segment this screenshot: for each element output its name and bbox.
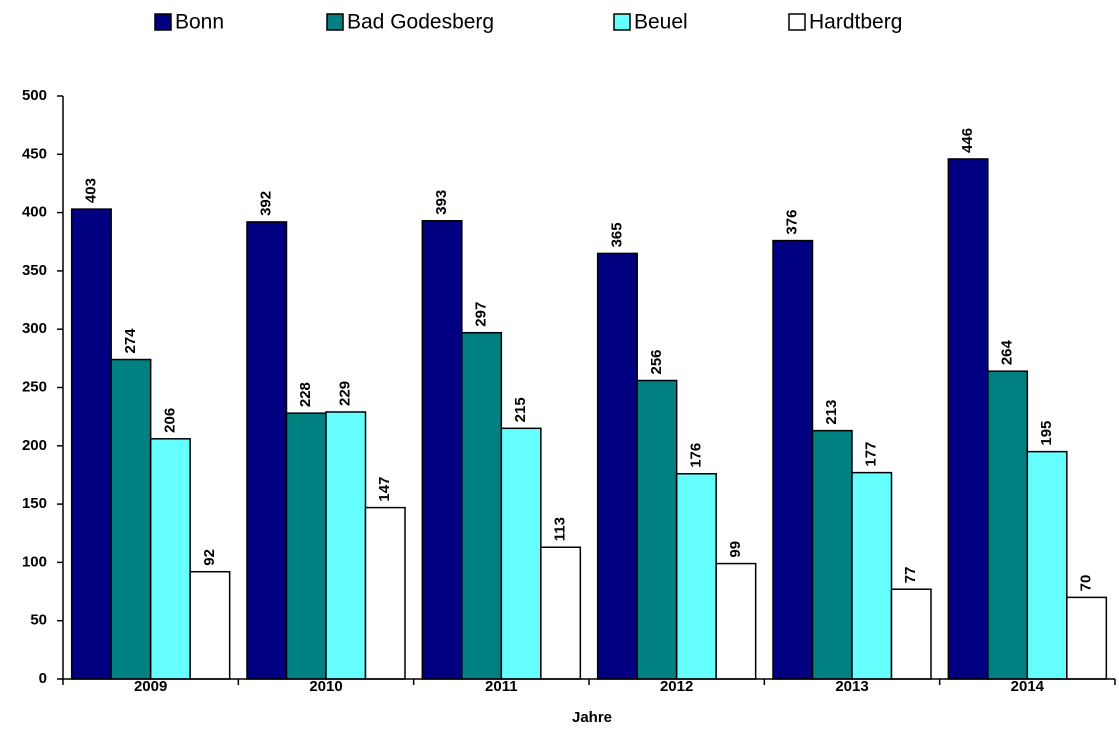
bar [851,471,893,680]
value-label: 206 [161,408,178,433]
legend-swatch [613,13,631,31]
y-tick-label: 350 [22,262,47,279]
value-label: 177 [863,442,880,467]
value-label: 113 [552,517,569,541]
bar [636,379,678,680]
value-label: 229 [337,381,354,406]
value-label: 403 [82,178,99,203]
bar [1066,596,1108,680]
value-label: 274 [122,328,139,354]
value-label: 376 [784,210,801,235]
legend-label: Bonn [175,11,224,34]
bar [246,221,288,680]
x-axis-label: Jahre [572,709,612,726]
legend-label: Beuel [634,11,688,34]
bar [811,429,853,680]
x-tick-label: 2013 [835,678,868,695]
legend-label: Hardtberg [809,11,902,34]
bar [715,562,757,680]
bar [540,546,582,680]
bar [364,506,406,680]
value-label: 256 [648,349,665,374]
bar [70,208,112,680]
y-tick-label: 400 [22,204,47,221]
x-tick-label: 2010 [309,678,342,695]
bar [421,220,463,680]
bar [461,331,503,680]
legend-swatch [788,13,806,31]
value-label: 264 [999,339,1016,365]
bar [500,427,542,680]
legend-swatch [326,13,344,31]
x-tick-label: 2009 [134,678,167,695]
bar [189,570,231,680]
value-label: 446 [959,128,976,153]
value-label: 99 [727,541,744,558]
value-label: 392 [258,191,275,216]
y-tick-label: 250 [22,378,47,395]
value-label: 228 [297,382,314,407]
value-label: 297 [473,302,490,327]
x-tick-label: 2012 [660,678,693,695]
y-tick-label: 100 [22,553,47,570]
bar [149,438,191,680]
y-tick-label: 0 [39,670,47,687]
y-tick-label: 150 [22,495,47,512]
value-label: 70 [1078,575,1095,592]
value-label: 213 [823,400,840,425]
value-label: 147 [376,477,393,502]
value-label: 176 [687,443,704,468]
bar [285,412,327,680]
value-label: 195 [1038,421,1055,446]
y-tick-label: 300 [22,320,47,337]
bar [325,411,367,680]
y-tick-label: 500 [22,87,47,104]
legend-swatch [154,13,172,31]
value-label: 215 [512,397,529,422]
value-label: 77 [902,567,919,584]
x-tick-label: 2011 [485,678,518,695]
bar [1026,450,1068,680]
bar [596,252,638,680]
value-label: 365 [608,222,625,247]
y-tick-label: 50 [30,612,47,629]
x-tick-label: 2014 [1011,678,1045,695]
legend-label: Bad Godesberg [347,11,494,34]
value-label: 393 [433,190,450,215]
y-tick-label: 450 [22,145,47,162]
bar [890,588,932,680]
bar [947,158,989,680]
bar [772,239,814,680]
value-label: 92 [201,549,218,566]
y-tick-label: 200 [22,437,47,454]
bar [110,358,152,680]
bar [675,473,717,680]
bar [987,370,1029,680]
